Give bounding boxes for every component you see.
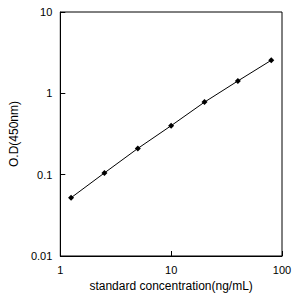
svg-text:1: 1 — [46, 87, 52, 99]
svg-text:0.01: 0.01 — [31, 250, 52, 262]
svg-text:10: 10 — [40, 6, 52, 18]
svg-text:O.D(450nm): O.D(450nm) — [7, 101, 21, 167]
svg-text:10: 10 — [165, 264, 177, 276]
svg-text:standard concentration(ng/mL): standard concentration(ng/mL) — [89, 279, 252, 293]
svg-text:100: 100 — [273, 264, 291, 276]
svg-text:0.1: 0.1 — [37, 169, 52, 181]
svg-text:1: 1 — [57, 264, 63, 276]
